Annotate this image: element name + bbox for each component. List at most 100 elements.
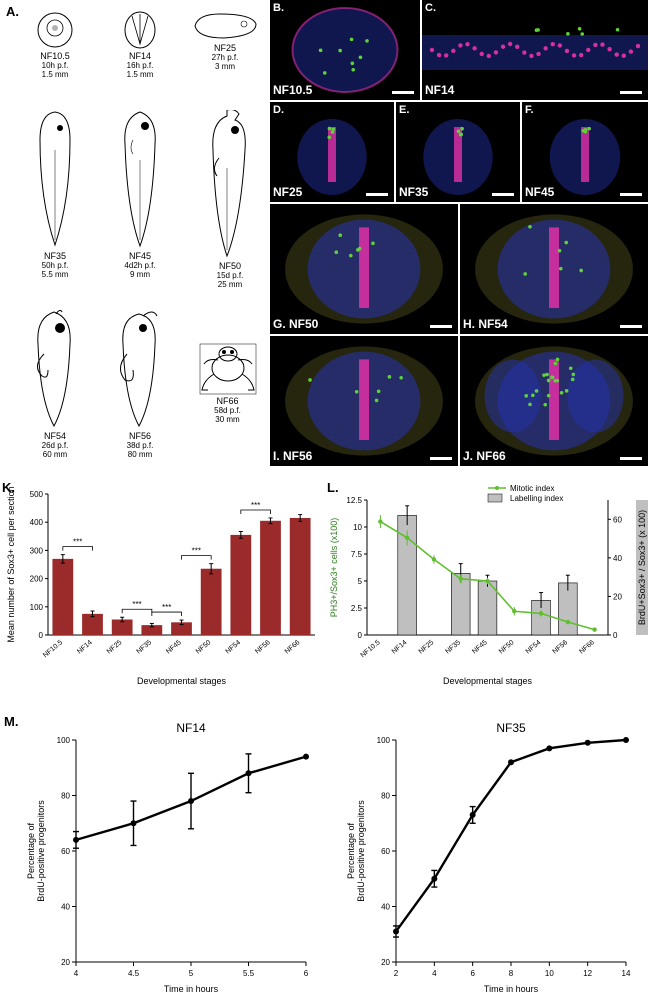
svg-text:***: *** [162, 603, 171, 612]
stage-nf35: NF3550h p.f.5.5 mm [20, 110, 90, 279]
svg-text:NF50: NF50 [498, 639, 516, 655]
svg-text:Labelling index: Labelling index [510, 494, 563, 503]
svg-text:NF25: NF25 [418, 639, 436, 655]
svg-text:40: 40 [61, 903, 70, 912]
svg-text:NF54: NF54 [225, 639, 243, 655]
svg-text:PH3+/Sox3+ cells (x100): PH3+/Sox3+ cells (x100) [329, 518, 339, 618]
svg-text:***: *** [73, 538, 82, 547]
svg-text:2.5: 2.5 [351, 604, 363, 613]
svg-text:Mitotic index: Mitotic index [510, 484, 554, 493]
svg-text:NF45: NF45 [165, 639, 183, 655]
svg-text:0: 0 [358, 631, 363, 640]
svg-text:0: 0 [613, 631, 618, 640]
svg-text:NF14: NF14 [176, 721, 206, 735]
micrograph-nf45: F.NF45 [522, 102, 648, 202]
svg-text:M.: M. [4, 714, 18, 729]
svg-text:80: 80 [381, 792, 390, 801]
stage-nf14: NF1416h p.f.1.5 mm [105, 10, 175, 79]
svg-text:300: 300 [30, 546, 44, 555]
svg-text:7.5: 7.5 [351, 550, 363, 559]
stage-nf10-5: NF10.510h p.f.1.5 mm [20, 10, 90, 79]
svg-text:8: 8 [509, 969, 514, 978]
svg-text:Time in hours: Time in hours [164, 984, 219, 994]
panel-a: A. NF10.510h p.f.1.5 mmNF1416h p.f.1.5 m… [0, 0, 270, 470]
svg-text:12: 12 [583, 969, 592, 978]
svg-text:NF45: NF45 [471, 639, 489, 655]
svg-text:NF25: NF25 [106, 639, 124, 655]
svg-text:80: 80 [61, 792, 70, 801]
svg-text:200: 200 [30, 575, 44, 584]
svg-text:Percentage of: Percentage of [26, 822, 36, 879]
svg-text:10: 10 [545, 969, 554, 978]
svg-text:NF35: NF35 [136, 639, 154, 655]
micrograph-nf56: I. NF56 [270, 336, 458, 466]
svg-text:***: *** [251, 501, 260, 510]
svg-text:NF10.5: NF10.5 [360, 639, 382, 659]
svg-text:10: 10 [353, 523, 362, 532]
micrograph-nf14: C.NF14 [422, 0, 648, 100]
svg-text:20: 20 [613, 592, 622, 601]
svg-text:14: 14 [622, 969, 631, 978]
stage-nf54: NF5426d p.f.60 mm [20, 310, 90, 459]
svg-text:6: 6 [470, 969, 475, 978]
svg-text:BrdU-positive progenitors: BrdU-positive progenitors [36, 800, 46, 902]
svg-text:500: 500 [30, 490, 44, 499]
svg-text:2: 2 [394, 969, 399, 978]
chart-k: 0100200300400500NF10.5NF14NF25NF35NF45NF… [0, 480, 325, 690]
svg-text:Developmental stages: Developmental stages [443, 676, 533, 686]
svg-text:4.5: 4.5 [128, 969, 140, 978]
svg-text:Mean number of Sox3+ cell per: Mean number of Sox3+ cell per section [6, 486, 16, 642]
svg-text:12.5: 12.5 [346, 496, 362, 505]
svg-text:20: 20 [61, 958, 70, 967]
micrograph-nf10-5: B.NF10.5 [270, 0, 420, 100]
svg-text:L.: L. [327, 480, 339, 495]
svg-text:BrdU+Sox3+ / Sox3+ (x 100): BrdU+Sox3+ / Sox3+ (x 100) [637, 510, 647, 625]
svg-text:5: 5 [189, 969, 194, 978]
svg-text:4: 4 [432, 969, 437, 978]
svg-text:4: 4 [74, 969, 79, 978]
stage-nf45: NF454d2h p.f.9 mm [105, 110, 175, 279]
svg-text:40: 40 [613, 554, 622, 563]
svg-text:Developmental stages: Developmental stages [137, 676, 227, 686]
svg-text:NF14: NF14 [76, 639, 94, 655]
svg-text:NF66: NF66 [578, 639, 596, 655]
svg-text:***: *** [192, 547, 201, 556]
chart-m: M.2040608010044.555.56NF14Time in hoursP… [0, 710, 650, 990]
svg-text:100: 100 [377, 736, 391, 745]
svg-text:60: 60 [381, 847, 390, 856]
micrograph-nf25: D.NF25 [270, 102, 394, 202]
micrograph-area: B.NF10.5 C.NF14 D.NF25 E.NF35 F.NF45 G. … [270, 0, 650, 470]
svg-text:5.5: 5.5 [243, 969, 255, 978]
svg-text:5: 5 [358, 577, 363, 586]
svg-text:NF14: NF14 [391, 639, 409, 655]
svg-text:NF10.5: NF10.5 [42, 639, 64, 659]
svg-text:20: 20 [381, 958, 390, 967]
micrograph-nf50: G. NF50 [270, 204, 458, 334]
panel-a-label: A. [6, 4, 19, 19]
svg-text:Time in hours: Time in hours [484, 984, 539, 994]
svg-text:400: 400 [30, 518, 44, 527]
stage-nf25: NF2527h p.f.3 mm [185, 10, 265, 71]
micrograph-nf35: E.NF35 [396, 102, 520, 202]
stage-nf56: NF5638d p.f.80 mm [105, 310, 175, 459]
svg-text:NF56: NF56 [552, 639, 570, 655]
svg-text:100: 100 [57, 736, 71, 745]
svg-text:60: 60 [61, 847, 70, 856]
svg-text:40: 40 [381, 903, 390, 912]
svg-text:Percentage of: Percentage of [346, 822, 356, 879]
svg-text:NF50: NF50 [195, 639, 213, 655]
micrograph-nf66: J. NF66 [460, 336, 648, 466]
stage-nf66: NF6658d p.f.30 mm [190, 340, 265, 424]
svg-text:NF56: NF56 [254, 639, 272, 655]
stage-nf50: NF5015d p.f.25 mm [195, 110, 265, 289]
svg-text:NF35: NF35 [444, 639, 462, 655]
svg-text:BrdU-positive progenitors: BrdU-positive progenitors [356, 800, 366, 902]
svg-text:***: *** [132, 600, 141, 609]
svg-text:60: 60 [613, 515, 622, 524]
micrograph-nf54: H. NF54 [460, 204, 648, 334]
svg-text:6: 6 [304, 969, 309, 978]
svg-text:0: 0 [39, 631, 44, 640]
svg-text:NF66: NF66 [284, 639, 302, 655]
chart-l: 0 2.5 5 7.5 10 12.5 0 20 40 60 NF10.5 NF14 NF25 NF35 N… [325, 480, 650, 690]
svg-text:NF54: NF54 [525, 639, 543, 655]
